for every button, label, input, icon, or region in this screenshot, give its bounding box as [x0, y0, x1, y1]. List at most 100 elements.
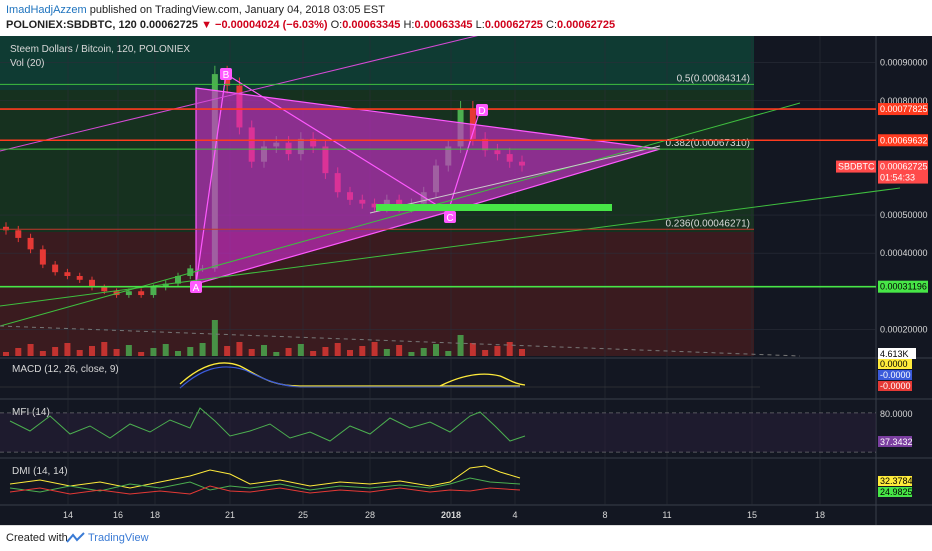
y-tick-label: 0.00080000 — [880, 96, 928, 106]
x-tick-label: 2018 — [441, 510, 461, 520]
x-tick-label: 28 — [365, 510, 375, 520]
price-axis: 0.00090000 0.00080000 0.00050000 0.00040000… — [880, 58, 928, 335]
candle-body — [187, 268, 194, 276]
x-tick-label: 25 — [298, 510, 308, 520]
volume-bar — [175, 351, 181, 356]
close-value: 0.00062725 — [557, 19, 616, 31]
chart-title: Steem Dollars / Bitcoin, 120, POLONIEX — [10, 44, 190, 55]
price-tag-label: 0.00062725 — [880, 162, 928, 172]
volume-bar — [27, 344, 34, 356]
volume-bar — [211, 320, 218, 356]
high-label: H: — [403, 19, 415, 31]
candle-body — [89, 279, 95, 288]
pattern-leg-bc — [225, 73, 449, 213]
svg-text:A: A — [193, 283, 200, 294]
volume-bar — [519, 349, 525, 356]
open-value: 0.00063345 — [342, 19, 401, 31]
macd-pane — [0, 362, 760, 389]
pattern-point-c: C — [444, 211, 456, 224]
svg-text:-0.0000: -0.0000 — [880, 381, 911, 391]
pattern-leg-cd — [447, 109, 481, 213]
support-zone-box — [376, 204, 612, 211]
volume-bar — [322, 347, 329, 356]
candle-body — [125, 291, 132, 296]
pattern-point-a: A — [190, 281, 202, 294]
svg-text:32.3784: 32.3784 — [880, 476, 913, 486]
dmi-legend: DMI (14, 14) — [12, 466, 68, 477]
svg-text:24.9825: 24.9825 — [880, 487, 913, 497]
publish-header: ImadHadjAzzem published on TradingView.c… — [0, 0, 932, 36]
pattern-point-d: D — [476, 104, 488, 117]
author-link[interactable]: ImadHadjAzzem — [6, 4, 87, 16]
open-label: O: — [330, 19, 343, 31]
dmi-pane — [9, 465, 521, 495]
price-tag — [836, 160, 876, 173]
footer: Created with TradingView — [0, 525, 932, 551]
candle-body — [150, 287, 157, 296]
svg-text:D: D — [478, 106, 485, 117]
ohlc-line: POLONIEX:SBDBTC, 120 0.00062725 ▼ −0.000… — [6, 19, 615, 31]
x-tick-label: 15 — [747, 510, 757, 520]
chart-canvas[interactable]: 0.5(0.00084314) 0.382(0.00067310) 0.236(0.… — [0, 36, 932, 525]
svg-text:0.0000: 0.0000 — [880, 359, 908, 369]
volume-bar — [482, 350, 489, 356]
x-tick-label: 14 — [63, 510, 73, 520]
last-price: 0.00062725 — [139, 19, 198, 31]
volume-bar — [248, 349, 255, 356]
svg-text:-0.0000: -0.0000 — [880, 370, 911, 380]
svg-text:80.0000: 80.0000 — [880, 409, 913, 419]
volume-bar — [334, 343, 341, 356]
volume-bar — [469, 343, 476, 356]
volume-bars — [3, 320, 525, 356]
close-label: C: — [546, 19, 557, 31]
tradingview-link[interactable]: TradingView — [88, 532, 149, 544]
x-tick-label: 8 — [602, 510, 607, 520]
volume-bar — [261, 345, 267, 356]
volume-bar — [506, 342, 513, 356]
low-value: 0.00062725 — [484, 19, 543, 31]
volume-bar — [310, 351, 317, 356]
candle-body — [138, 291, 145, 296]
volume-trendline — [0, 325, 801, 357]
svg-text:B: B — [223, 70, 230, 81]
volume-bar — [101, 342, 108, 356]
x-tick-label: 4 — [512, 510, 517, 520]
x-tick-label: 21 — [225, 510, 235, 520]
price-tag — [878, 280, 928, 293]
mfi-legend: MFI (14) — [12, 407, 50, 418]
volume-legend: Vol (20) — [10, 58, 44, 69]
down-arrow-icon: ▼ — [201, 19, 212, 31]
candle-body — [162, 283, 169, 288]
volume-bar — [383, 349, 390, 356]
symbol-label: POLONIEX:SBDBTC, 120 — [6, 19, 137, 31]
volume-bar — [420, 348, 427, 356]
volume-bar — [89, 346, 95, 356]
volume-bar — [39, 351, 46, 356]
volume-bar — [297, 344, 304, 356]
y-tick-label: 0.00050000 — [880, 210, 928, 220]
volume-bar — [138, 352, 145, 356]
volume-bar — [52, 347, 59, 356]
created-with-text: Created with — [6, 532, 68, 544]
price-tag-label: SBDBTC — [838, 162, 875, 172]
x-tick-label: 11 — [662, 510, 671, 520]
volume-bar — [396, 345, 403, 356]
volume-bar — [285, 348, 292, 356]
y-tick-label: 0.00090000 — [880, 58, 928, 68]
volume-bar — [347, 350, 353, 356]
x-tick-label: 18 — [815, 510, 825, 520]
price-tag-label: 0.00031196 — [880, 282, 927, 292]
candle-body — [39, 249, 46, 265]
macd-tags: 0.0000 -0.0000 -0.0000 — [878, 359, 912, 391]
macd-legend: MACD (12, 26, close, 9) — [12, 364, 119, 375]
candle-body — [64, 272, 71, 276]
time-axis: 14 16 18 21 25 28 2018 4 8 11 15 18 — [63, 510, 825, 520]
pattern-point-b: B — [220, 68, 232, 81]
candle-body — [3, 226, 9, 231]
support-trendline — [369, 145, 661, 214]
fib-level-label: 0.382(0.00067310) — [665, 138, 750, 149]
price-tag-label: 0.00069632 — [880, 135, 928, 145]
publish-line: ImadHadjAzzem published on TradingView.c… — [6, 4, 385, 16]
volume-bar — [199, 343, 206, 356]
level-lines: 0.5(0.00084314) 0.382(0.00067310) 0.236(0.… — [0, 73, 876, 288]
